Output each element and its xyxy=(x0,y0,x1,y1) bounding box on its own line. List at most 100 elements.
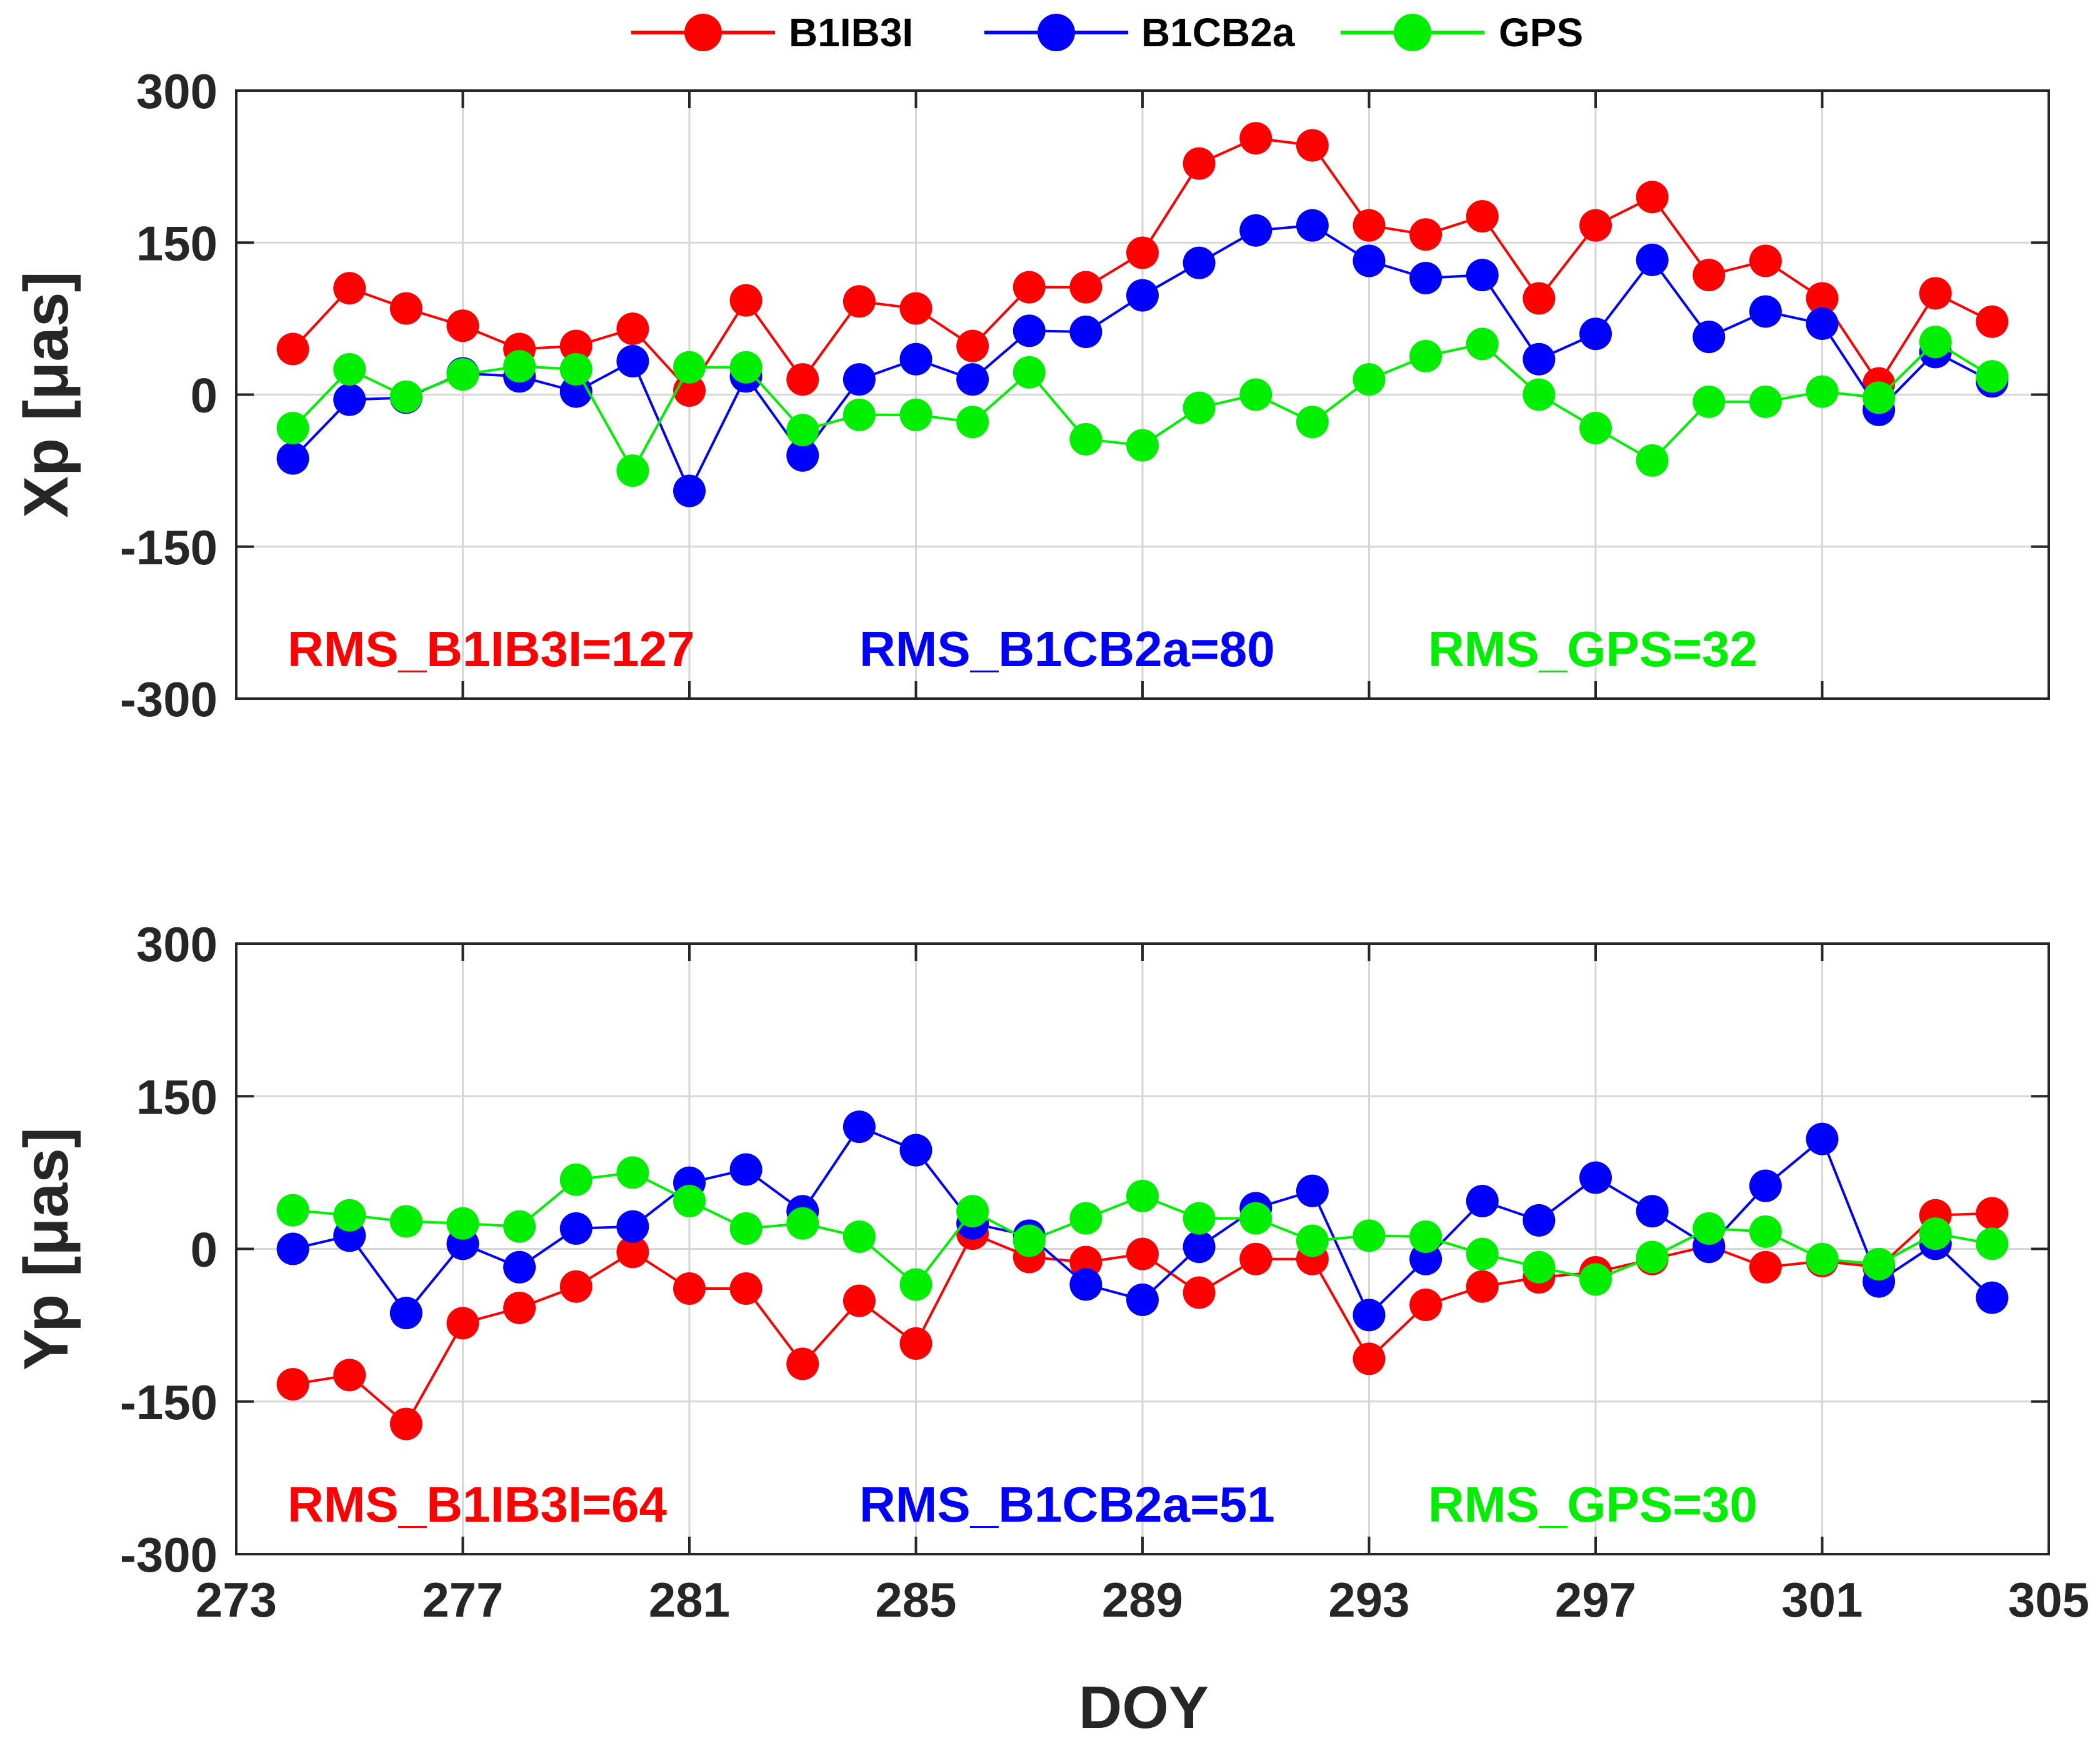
yp-point-gps-295 xyxy=(1466,1237,1499,1270)
xp-point-gps-294 xyxy=(1409,339,1442,372)
xp-point-gps-304 xyxy=(1976,360,2009,393)
xtick-label-8: 305 xyxy=(2008,1572,2089,1627)
yp-point-b1ib3i-276 xyxy=(389,1407,422,1440)
legend-label-gps: GPS xyxy=(1499,10,1583,55)
yp-point-b1cb2a-301 xyxy=(1806,1122,1839,1155)
yp-point-b1cb2a-282 xyxy=(729,1153,762,1186)
yp-point-b1cb2a-278 xyxy=(503,1250,536,1284)
xp-point-b1cb2a-283 xyxy=(786,439,819,472)
yp-point-gps-299 xyxy=(1692,1212,1726,1245)
xp-point-b1cb2a-280 xyxy=(616,344,649,377)
xtick-label-0: 273 xyxy=(196,1572,277,1627)
yp-ytick-label-0: -300 xyxy=(120,1527,218,1582)
xp-point-b1ib3i-279 xyxy=(559,329,592,362)
xtick-label-6: 297 xyxy=(1555,1572,1636,1627)
xp-ytick-label-0: -300 xyxy=(120,672,218,727)
xp-ytick-label-1: -150 xyxy=(120,520,218,575)
xp-point-gps-303 xyxy=(1919,326,1952,359)
yp-rms-gps: RMS_GPS=30 xyxy=(1428,1477,1758,1532)
xtick-label-7: 301 xyxy=(1781,1572,1862,1627)
xp-point-gps-292 xyxy=(1296,406,1329,439)
xp-point-gps-279 xyxy=(559,352,592,386)
yp-point-gps-296 xyxy=(1522,1250,1556,1284)
xp-point-gps-289 xyxy=(1126,429,1159,462)
xp-point-gps-283 xyxy=(786,414,819,447)
xp-point-b1cb2a-287 xyxy=(1012,314,1046,347)
xtick-label-3: 285 xyxy=(875,1572,956,1627)
xp-point-b1cb2a-285 xyxy=(899,342,932,376)
yp-point-gps-277 xyxy=(446,1207,479,1240)
xp-point-b1ib3i-280 xyxy=(616,312,649,346)
xp-rms-b1ib3i: RMS_B1IB3I=127 xyxy=(288,621,694,677)
xp-point-b1ib3i-293 xyxy=(1352,209,1386,242)
yp-point-gps-282 xyxy=(729,1212,762,1245)
yp-point-gps-283 xyxy=(786,1207,819,1240)
yp-point-gps-280 xyxy=(616,1156,649,1189)
legend-label-b1ib3i: B1IB3I xyxy=(789,10,913,55)
yp-point-b1cb2a-293 xyxy=(1352,1299,1386,1332)
yp-point-gps-300 xyxy=(1749,1215,1782,1248)
yp-point-b1cb2a-276 xyxy=(389,1297,422,1330)
xp-point-gps-298 xyxy=(1636,444,1669,477)
yp-point-gps-294 xyxy=(1409,1220,1442,1253)
yp-point-b1cb2a-294 xyxy=(1409,1242,1442,1275)
xp-point-b1ib3i-274 xyxy=(276,332,309,366)
legend: B1IB3I B1CB2a GPS xyxy=(631,10,1583,55)
yp-point-gps-287 xyxy=(1012,1224,1046,1257)
xp-point-b1cb2a-293 xyxy=(1352,244,1386,277)
xp-point-b1cb2a-295 xyxy=(1466,259,1499,292)
yp-point-gps-301 xyxy=(1806,1242,1839,1275)
xp-point-b1ib3i-286 xyxy=(956,329,989,362)
legend-entry-b1cb2a: B1CB2a xyxy=(984,10,1295,55)
xp-point-gps-287 xyxy=(1012,356,1046,389)
xp-point-b1cb2a-290 xyxy=(1182,246,1216,279)
xp-point-b1cb2a-281 xyxy=(673,474,706,507)
xp-point-gps-281 xyxy=(673,351,706,384)
yp-point-gps-284 xyxy=(842,1220,876,1253)
xp-point-gps-284 xyxy=(842,398,876,431)
yp-point-b1cb2a-300 xyxy=(1749,1169,1782,1202)
yp-rms-b1ib3i: RMS_B1IB3I=64 xyxy=(288,1477,667,1532)
yp-point-b1cb2a-280 xyxy=(616,1210,649,1243)
xp-point-b1cb2a-292 xyxy=(1296,209,1329,242)
x-axis-label: DOY xyxy=(1079,1674,1209,1741)
yp-point-b1ib3i-281 xyxy=(673,1272,706,1305)
xp-point-gps-295 xyxy=(1466,327,1499,361)
xp-point-b1cb2a-297 xyxy=(1579,317,1612,351)
xp-point-gps-278 xyxy=(503,350,536,383)
yp-point-b1ib3i-277 xyxy=(446,1307,479,1340)
xp-point-gps-290 xyxy=(1182,391,1216,424)
yp-point-b1cb2a-290 xyxy=(1182,1230,1216,1264)
xp-point-b1ib3i-289 xyxy=(1126,236,1159,269)
xp-point-gps-302 xyxy=(1862,381,1896,414)
xp-point-gps-299 xyxy=(1692,385,1726,418)
yp-point-b1cb2a-292 xyxy=(1296,1174,1329,1207)
legend-marker-b1cb2a xyxy=(1038,14,1075,51)
yp-point-b1ib3i-295 xyxy=(1466,1270,1499,1303)
xp-point-gps-277 xyxy=(446,358,479,391)
yp-point-b1cb2a-274 xyxy=(276,1232,309,1265)
yp-point-b1ib3i-288 xyxy=(1069,1245,1102,1279)
yp-point-gps-303 xyxy=(1919,1217,1952,1250)
yp-point-gps-302 xyxy=(1862,1247,1896,1280)
xp-point-b1cb2a-291 xyxy=(1239,214,1272,247)
yp-point-b1cb2a-289 xyxy=(1126,1283,1159,1316)
xp-point-gps-288 xyxy=(1069,422,1102,456)
yp-point-b1cb2a-285 xyxy=(899,1134,932,1167)
yp-series-gps xyxy=(276,1156,2009,1301)
yp-point-b1ib3i-304 xyxy=(1976,1197,2009,1230)
yp-point-b1ib3i-293 xyxy=(1352,1342,1386,1375)
yp-point-gps-288 xyxy=(1069,1202,1102,1235)
yp-point-b1ib3i-275 xyxy=(333,1359,366,1392)
yp-point-b1cb2a-297 xyxy=(1579,1161,1612,1194)
xp-point-b1ib3i-288 xyxy=(1069,271,1102,304)
yp-point-b1cb2a-298 xyxy=(1636,1195,1669,1228)
yp-point-b1cb2a-279 xyxy=(559,1212,592,1245)
yp-point-b1ib3i-285 xyxy=(899,1327,932,1360)
yp-point-b1ib3i-290 xyxy=(1182,1276,1216,1309)
xp-point-gps-274 xyxy=(276,412,309,445)
yp-point-gps-293 xyxy=(1352,1219,1386,1252)
xp-point-b1ib3i-283 xyxy=(786,363,819,396)
xp-point-gps-293 xyxy=(1352,363,1386,396)
yp-point-gps-292 xyxy=(1296,1224,1329,1257)
